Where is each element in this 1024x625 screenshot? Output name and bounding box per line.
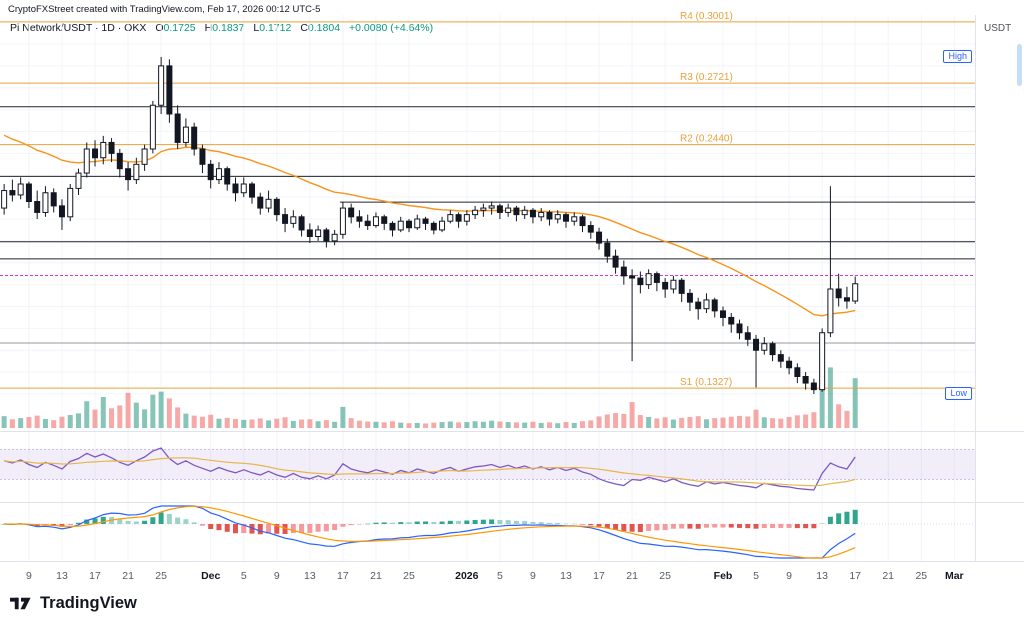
rsi-ma-line [4,457,856,487]
high-marker: High [943,49,972,63]
ohlc-close: C0.1804 [300,22,341,34]
candles-layer [1,56,859,394]
low-marker: Low [945,387,972,400]
tradingview-logo-icon [10,597,31,610]
time-tick-label[interactable]: 13 [56,570,68,582]
svg-text:S1 (0.1327): S1 (0.1327) [680,377,732,388]
macd-signal-line [4,505,856,559]
time-tick-label[interactable]: 25 [403,570,415,582]
time-tick-label[interactable]: 9 [530,570,536,582]
time-tick-label[interactable]: 9 [274,570,280,582]
time-tick-label[interactable]: 17 [89,570,101,582]
time-tick-label[interactable]: 5 [241,570,247,582]
time-tick-label[interactable]: Feb [714,570,733,582]
price-axis-currency: USDT [984,23,1012,34]
time-axis[interactable]: 9 13 17 21 25 Dec 5 9 13 17 21 25 2026 5 9 13 17 21 25 Feb 5… [26,570,964,582]
macd-histogram-layer [1,509,858,535]
macd-line [4,505,856,559]
price-axis[interactable]: 0.29000.28000.27000.25000.24000.21000.16… [975,0,1024,625]
horizontal-levels-layer [0,106,975,344]
time-tick-label[interactable]: 5 [497,570,503,582]
ohlc-high: H0.1837 [204,22,245,34]
time-tick-label[interactable]: 9 [786,570,792,582]
time-tick-label[interactable]: 13 [816,570,828,582]
credit-line: CryptoFXStreet created with TradingView.… [8,4,321,15]
rsi-line [3,447,856,491]
ma-line [3,134,856,317]
time-tick-label[interactable]: 13 [304,570,316,582]
time-tick-label[interactable]: 25 [155,570,167,582]
change-value: +0.0080 (+4.64%) [349,22,434,34]
time-tick-label[interactable]: 25 [659,570,671,582]
time-tick-label[interactable]: Mar [945,570,964,582]
time-tick-label[interactable]: 13 [560,570,572,582]
tradingview-logo[interactable]: TradingView [10,592,137,615]
time-tick-label[interactable]: 21 [122,570,134,582]
time-tick-label[interactable]: 25 [915,570,927,582]
tradingview-logo-text: TradingView [40,594,137,612]
time-tick-label[interactable]: 17 [337,570,349,582]
time-tick-label[interactable]: 9 [26,570,32,582]
time-tick-label[interactable]: 17 [593,570,605,582]
time-tick-label[interactable]: 21 [882,570,894,582]
scrollbar-thumb[interactable] [1017,44,1022,86]
time-tick-label[interactable]: 2026 [455,570,479,582]
grid-layer [0,15,975,561]
time-tick-label[interactable]: 21 [370,570,382,582]
time-tick-label[interactable]: Dec [201,570,220,582]
time-tick-label[interactable]: 17 [849,570,861,582]
time-tick-label[interactable]: 5 [753,570,759,582]
symbol-legend[interactable]: Pi Network/USDT · 1D · OKX O0.1725 H0.18… [10,22,433,34]
ohlc-low: L0.1712 [253,22,292,34]
symbol-title[interactable]: Pi Network/USDT · 1D · OKX [10,22,147,34]
svg-text:R4 (0.3001): R4 (0.3001) [680,11,733,22]
svg-text:R2 (0.2440): R2 (0.2440) [680,134,733,145]
ohlc-open: O0.1725 [155,22,196,34]
svg-text:R3 (0.2721): R3 (0.2721) [680,72,733,83]
rsi-band [0,449,975,480]
volume-layer [1,367,858,428]
time-tick-label[interactable]: 21 [626,570,638,582]
